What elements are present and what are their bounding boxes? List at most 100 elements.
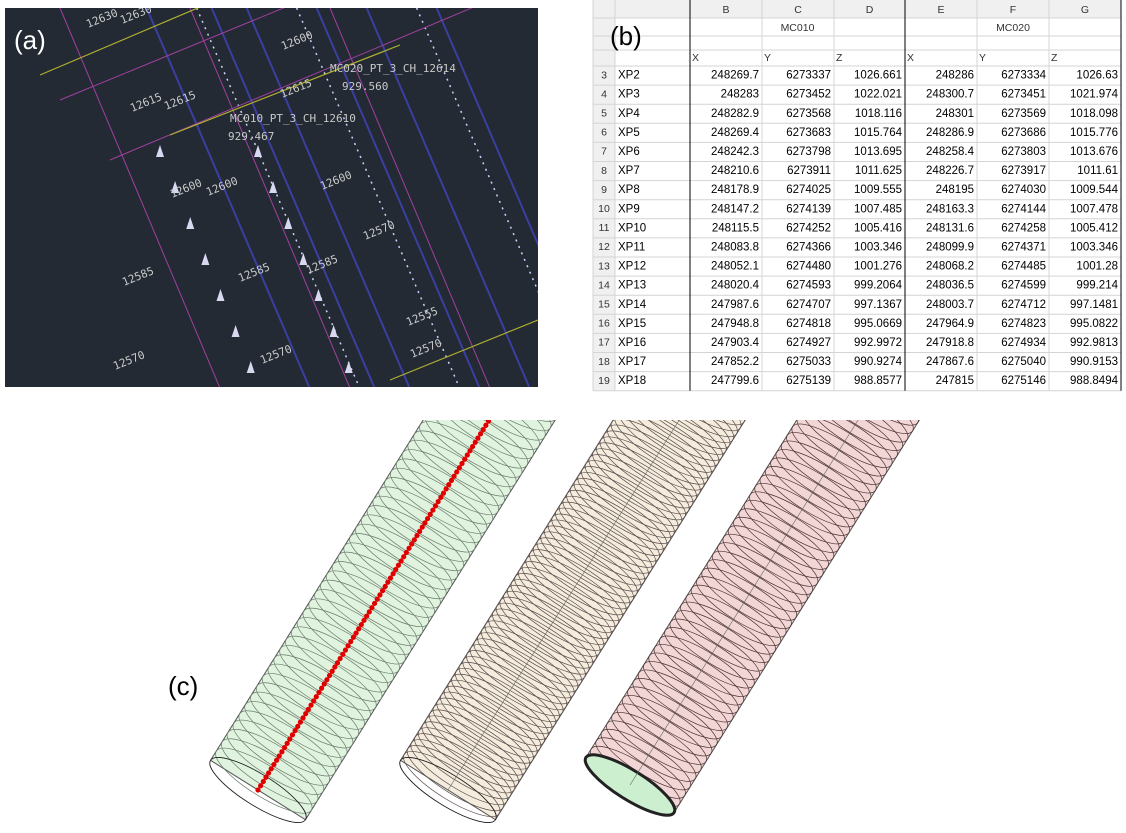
cell: 247987.6 bbox=[711, 299, 759, 311]
cell: 6274258 bbox=[1001, 222, 1046, 234]
cell: XP8 bbox=[618, 184, 640, 196]
cell: XP6 bbox=[618, 146, 640, 158]
cell: 1003.346 bbox=[1070, 241, 1118, 253]
cell: 6273683 bbox=[786, 127, 831, 139]
cell: 1026.63 bbox=[1076, 70, 1118, 82]
cell: XP16 bbox=[618, 337, 646, 349]
row-number: 19 bbox=[598, 375, 610, 387]
cell: 247867.6 bbox=[926, 356, 974, 368]
cell: 990.9274 bbox=[854, 356, 903, 368]
row-number: 18 bbox=[598, 356, 610, 368]
cell: 248178.9 bbox=[711, 184, 759, 196]
row-number: 17 bbox=[598, 337, 610, 349]
cell: 1013.695 bbox=[854, 146, 902, 158]
cell: 6275040 bbox=[1001, 356, 1046, 368]
column-letter: E bbox=[937, 4, 944, 16]
cell: 1001.28 bbox=[1076, 261, 1118, 273]
cell: 6274823 bbox=[1001, 318, 1046, 330]
cell: 248210.6 bbox=[711, 165, 759, 177]
cell: 6273569 bbox=[1001, 108, 1046, 120]
cell: 1011.61 bbox=[1077, 165, 1118, 177]
cell: 247903.4 bbox=[711, 337, 760, 349]
cell: 988.8494 bbox=[1070, 375, 1119, 387]
row-number: 11 bbox=[599, 222, 610, 234]
cell: 988.8577 bbox=[854, 375, 902, 387]
centerline-point bbox=[538, 333, 545, 340]
cell: 1021.974 bbox=[1070, 89, 1119, 101]
panel-label: (b) bbox=[610, 21, 642, 51]
column-letter: C bbox=[794, 4, 802, 16]
row-number: 3 bbox=[601, 69, 607, 81]
cell: 6273451 bbox=[1001, 89, 1046, 101]
cell: 248068.2 bbox=[926, 261, 974, 273]
centerline-point bbox=[498, 396, 505, 403]
cell: 1005.412 bbox=[1070, 222, 1118, 234]
column-letter: F bbox=[1010, 4, 1016, 16]
cell: 6274707 bbox=[786, 299, 831, 311]
row-number: 13 bbox=[598, 260, 610, 272]
cell: 1007.485 bbox=[854, 203, 902, 215]
cell: XP17 bbox=[618, 356, 646, 368]
cell: XP10 bbox=[618, 222, 646, 234]
row-number: 12 bbox=[598, 241, 610, 253]
cell: 1005.416 bbox=[854, 222, 902, 234]
cell: 6274252 bbox=[786, 222, 831, 234]
row-number: 9 bbox=[601, 184, 607, 196]
row-number: 6 bbox=[601, 127, 607, 139]
axis-header: Y bbox=[764, 52, 771, 64]
cell: 6273798 bbox=[786, 146, 831, 158]
cell: 995.0822 bbox=[1070, 318, 1118, 330]
panel-label: (a) bbox=[14, 25, 46, 55]
cell: 248020.4 bbox=[711, 280, 760, 292]
cell: 248115.5 bbox=[712, 222, 759, 234]
cell: 248163.3 bbox=[926, 203, 974, 215]
cell: 248286 bbox=[936, 70, 974, 82]
cell: 990.9153 bbox=[1070, 356, 1118, 368]
cell: XP14 bbox=[618, 299, 647, 311]
cell: 248269.7 bbox=[711, 70, 759, 82]
column-letter: D bbox=[866, 4, 874, 16]
row-number: 16 bbox=[598, 318, 610, 330]
centerline-point bbox=[490, 409, 497, 416]
cell: 1018.098 bbox=[1070, 108, 1118, 120]
centerline-point bbox=[496, 401, 503, 408]
cell: 248003.7 bbox=[926, 299, 974, 311]
cell: 1009.544 bbox=[1070, 184, 1119, 196]
cell: XP5 bbox=[618, 127, 640, 139]
cell: 6274366 bbox=[786, 241, 831, 253]
cell: 6275146 bbox=[1001, 375, 1046, 387]
centerline-point bbox=[501, 392, 508, 399]
cell: 248301 bbox=[936, 108, 974, 120]
row-number: 8 bbox=[601, 165, 607, 177]
group-header: MC010 bbox=[781, 22, 815, 34]
cell: 1015.776 bbox=[1070, 127, 1118, 139]
cell: 6273334 bbox=[1001, 70, 1046, 82]
cell: 6274025 bbox=[786, 184, 831, 196]
row-number: 4 bbox=[601, 88, 607, 100]
cell: 6274934 bbox=[1001, 337, 1046, 349]
cell: 6275033 bbox=[786, 356, 831, 368]
row-number: 10 bbox=[598, 203, 610, 215]
cell: 1003.346 bbox=[854, 241, 902, 253]
cell: 248286.9 bbox=[926, 127, 974, 139]
cell: XP3 bbox=[618, 89, 640, 101]
cell: 992.9972 bbox=[854, 337, 902, 349]
cell: 248099.9 bbox=[926, 241, 974, 253]
cell: XP2 bbox=[618, 70, 640, 82]
cell: 999.2064 bbox=[854, 280, 903, 292]
cell: 1001.276 bbox=[854, 261, 902, 273]
figure: 126301263012600MC020_PT_3_CH_12614929.56… bbox=[0, 0, 1126, 833]
cell: 6274371 bbox=[1001, 241, 1046, 253]
cell: 6273911 bbox=[787, 165, 831, 177]
centerline-point bbox=[541, 328, 548, 335]
cell: 6273452 bbox=[786, 89, 831, 101]
centerline-point bbox=[549, 316, 556, 323]
cell: 248300.7 bbox=[926, 89, 974, 101]
cell: 6274480 bbox=[786, 261, 831, 273]
cell: 1009.555 bbox=[854, 184, 902, 196]
cell: 6273803 bbox=[1001, 146, 1046, 158]
centerline-point bbox=[493, 405, 500, 412]
centerline-point bbox=[488, 413, 495, 420]
cell: 248283 bbox=[721, 89, 759, 101]
cell: 248258.4 bbox=[926, 146, 975, 158]
